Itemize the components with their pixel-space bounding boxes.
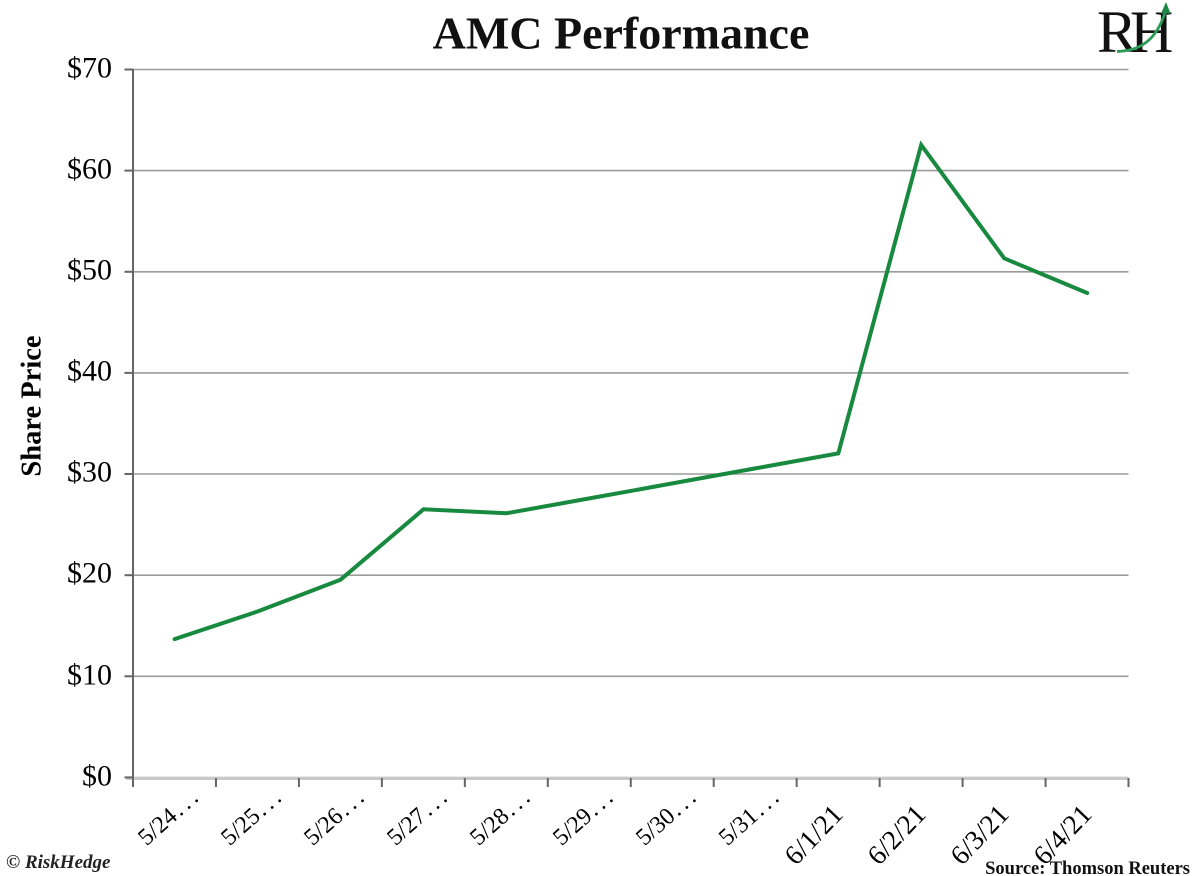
svg-text:$0: $0 [82,760,112,793]
svg-text:$50: $50 [67,254,112,287]
svg-text:AMC Performance: AMC Performance [433,8,810,59]
svg-text:$70: $70 [67,52,112,85]
svg-text:Source: Thomson Reuters: Source: Thomson Reuters [985,859,1190,876]
svg-text:$60: $60 [67,153,112,186]
svg-text:© RiskHedge: © RiskHedge [6,852,111,873]
svg-text:$10: $10 [67,659,112,692]
svg-text:Share Price: Share Price [17,335,48,476]
svg-text:R: R [1097,0,1137,65]
svg-text:$40: $40 [67,355,112,388]
svg-text:$30: $30 [67,456,112,489]
svg-text:$20: $20 [67,557,112,590]
